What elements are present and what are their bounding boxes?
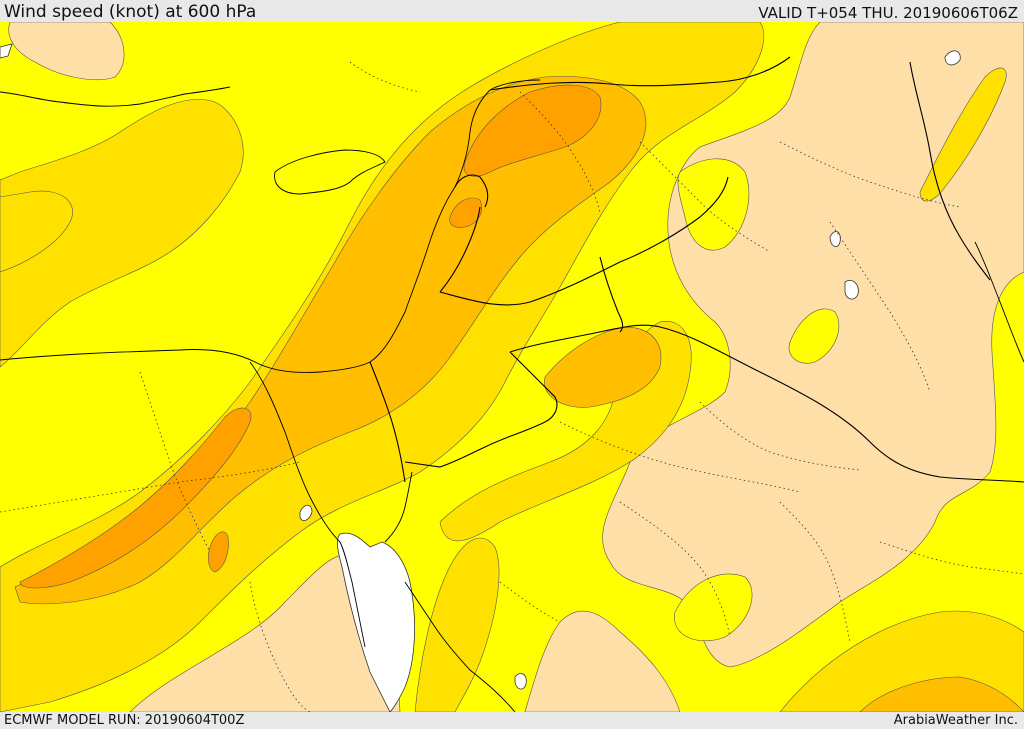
red-sea-gulf xyxy=(336,532,415,712)
border-iraq-iran xyxy=(909,61,991,281)
coastline-cyprus xyxy=(274,149,386,195)
provincial-borders xyxy=(0,61,1024,712)
province-line-3 xyxy=(639,141,771,253)
coastline-gulf-aqaba xyxy=(384,471,413,543)
wind-band-orange-core-middle xyxy=(449,197,482,228)
brand-label: ArabiaWeather Inc. xyxy=(893,713,1018,728)
wind-band-amber-group xyxy=(14,76,1024,712)
border-egypt-israel xyxy=(369,361,406,483)
wind-speed-map xyxy=(0,22,1024,712)
lake-northeast xyxy=(944,50,961,66)
coastlines xyxy=(0,79,1024,712)
wind-band-tan-northwest xyxy=(8,22,125,80)
wind-band-tan-south xyxy=(524,610,681,712)
province-line-5 xyxy=(829,221,931,393)
map-footer: ECMWF MODEL RUN: 20190604T00Z ArabiaWeat… xyxy=(0,712,1024,729)
sea-southeast xyxy=(514,673,527,690)
coastline-gulf-sinai xyxy=(404,581,516,712)
border-syria-iraq xyxy=(489,56,791,91)
country-borders xyxy=(369,56,1024,483)
wind-band-gold-westlobe xyxy=(0,190,73,273)
province-line-10 xyxy=(519,91,601,213)
province-line-14 xyxy=(699,401,861,471)
sea-northwest xyxy=(0,43,13,59)
lake-east-2 xyxy=(844,279,859,300)
wind-band-gold-west xyxy=(0,99,244,368)
water-bodies xyxy=(0,43,961,712)
map-header: Wind speed (knot) at 600 hPa VALID T+054… xyxy=(0,0,1024,22)
border-saudi-west xyxy=(404,351,558,468)
wind-band-yellow-patch-south xyxy=(674,573,753,642)
coastline-persian-gulf xyxy=(974,241,1024,363)
wind-band-orange-core-north xyxy=(463,84,602,177)
map-area[interactable] xyxy=(0,22,1024,712)
province-line-8 xyxy=(779,501,851,643)
wind-band-gold-south-tongue xyxy=(414,537,500,712)
wind-band-orange-group xyxy=(19,84,602,589)
border-iraq-saudi xyxy=(599,256,624,333)
province-line-2 xyxy=(139,371,211,553)
border-jordan-saudi xyxy=(509,324,1024,483)
wind-band-orange-core-south xyxy=(19,407,252,589)
coastline-turkey xyxy=(0,86,231,107)
wind-band-orange-core-west xyxy=(208,531,229,573)
border-jordan-iraq xyxy=(439,176,729,306)
province-line-9 xyxy=(249,581,311,712)
province-line-13 xyxy=(499,581,561,623)
valid-time: VALID T+054 THU. 20190606T06Z xyxy=(758,4,1018,22)
wind-band-yellow-patch-east xyxy=(788,308,840,364)
border-syria-jordan xyxy=(439,206,481,293)
model-run-label: ECMWF MODEL RUN: 20190604T00Z xyxy=(4,713,245,728)
coastline-red-sea xyxy=(249,361,366,648)
wind-band-gold-east-strip xyxy=(919,67,1007,202)
wind-band-amber-central xyxy=(544,326,662,408)
map-title: Wind speed (knot) at 600 hPa xyxy=(4,2,257,22)
wind-band-amber-south xyxy=(859,676,1024,712)
gulf-inlet xyxy=(299,504,313,521)
wind-band-amber-main xyxy=(14,76,647,605)
coastline-east-med xyxy=(0,79,541,373)
lake-east-1 xyxy=(829,231,841,247)
border-lebanon xyxy=(454,174,489,208)
